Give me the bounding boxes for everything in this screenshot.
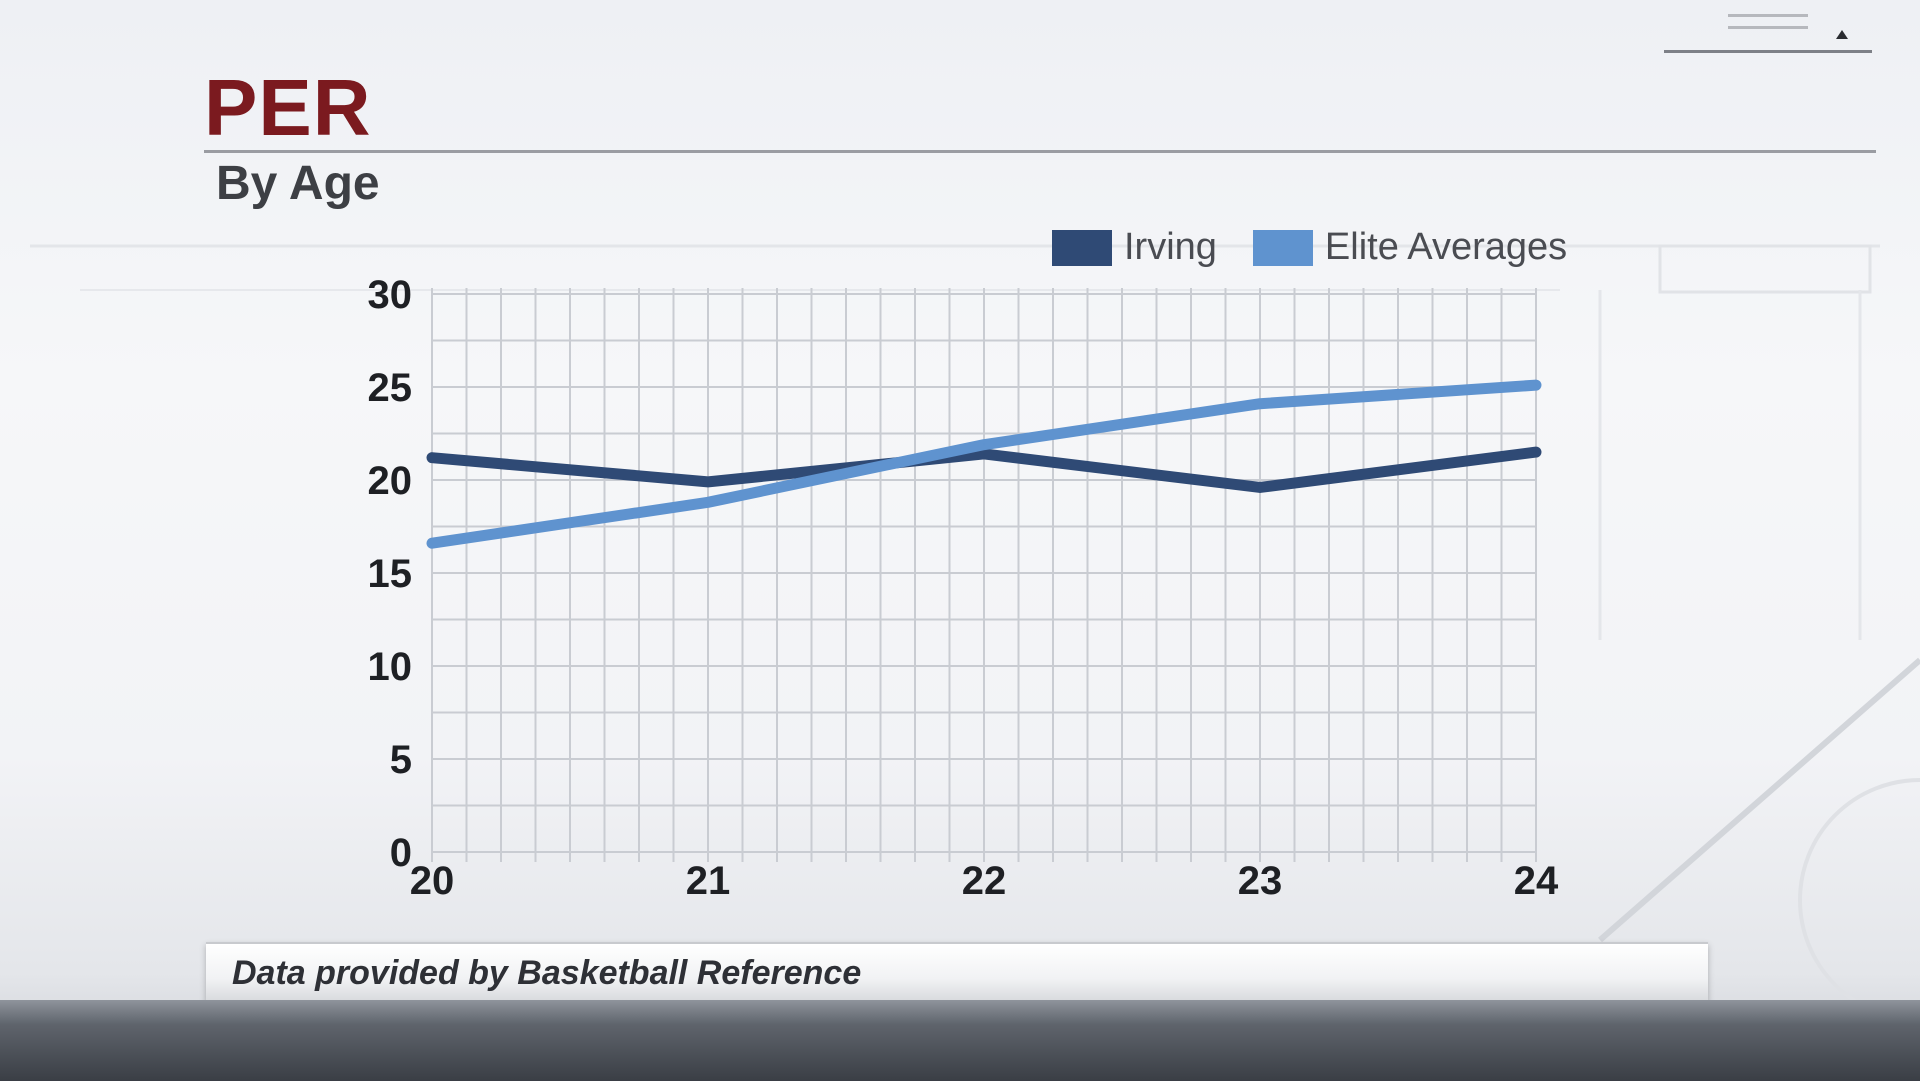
legend-label-elite-averages: Elite Averages [1324,226,1568,268]
legend-swatch-elite-averages [1252,229,1313,266]
legend-item-elite-averages: Elite Averages [1252,226,1568,269]
data-point-elite-averages [1535,384,1537,387]
source-text: Data provided by Basketball Reference [232,954,862,992]
bottom-strip [0,1000,1920,1081]
source-banner: Data provided by Basketball Reference [206,942,1708,1002]
chart-subtitle: By Age [216,157,380,210]
x-tick-label: 23 [1238,859,1283,903]
y-tick-label: 25 [368,366,413,410]
title-divider [204,150,1876,153]
data-point-irving [1259,486,1261,489]
data-point-elite-averages [1259,402,1261,405]
chart-legend: Irving Elite Averages [1052,226,1603,269]
top-divider [1664,50,1872,53]
y-tick-label: 5 [390,738,412,782]
legend-label-irving: Irving [1124,226,1217,268]
y-tick-label: 20 [368,459,413,503]
x-tick-label: 24 [1514,859,1559,903]
data-point-irving [1535,451,1537,454]
data-point-irving [707,480,709,483]
data-point-irving [983,452,985,455]
y-tick-label: 10 [368,645,413,689]
data-point-irving [431,456,433,459]
x-tick-label: 20 [410,859,455,903]
y-tick-label: 0 [390,831,412,875]
legend-item-irving: Irving [1052,226,1217,269]
data-point-elite-averages [707,501,709,504]
line-chart: 0 5 10 15 20 25 30 20 21 22 23 24 [368,273,1559,903]
y-tick-label: 30 [368,273,413,317]
data-point-elite-averages [431,542,433,545]
caret-up-icon [1836,30,1848,39]
y-tick-label: 15 [368,552,413,596]
legend-swatch-irving [1052,229,1112,266]
data-point-elite-averages [983,443,985,446]
chart-title: PER [204,63,372,152]
menu-lines-icon [1728,14,1808,44]
x-tick-label: 21 [686,859,731,903]
x-tick-label: 22 [962,859,1007,903]
